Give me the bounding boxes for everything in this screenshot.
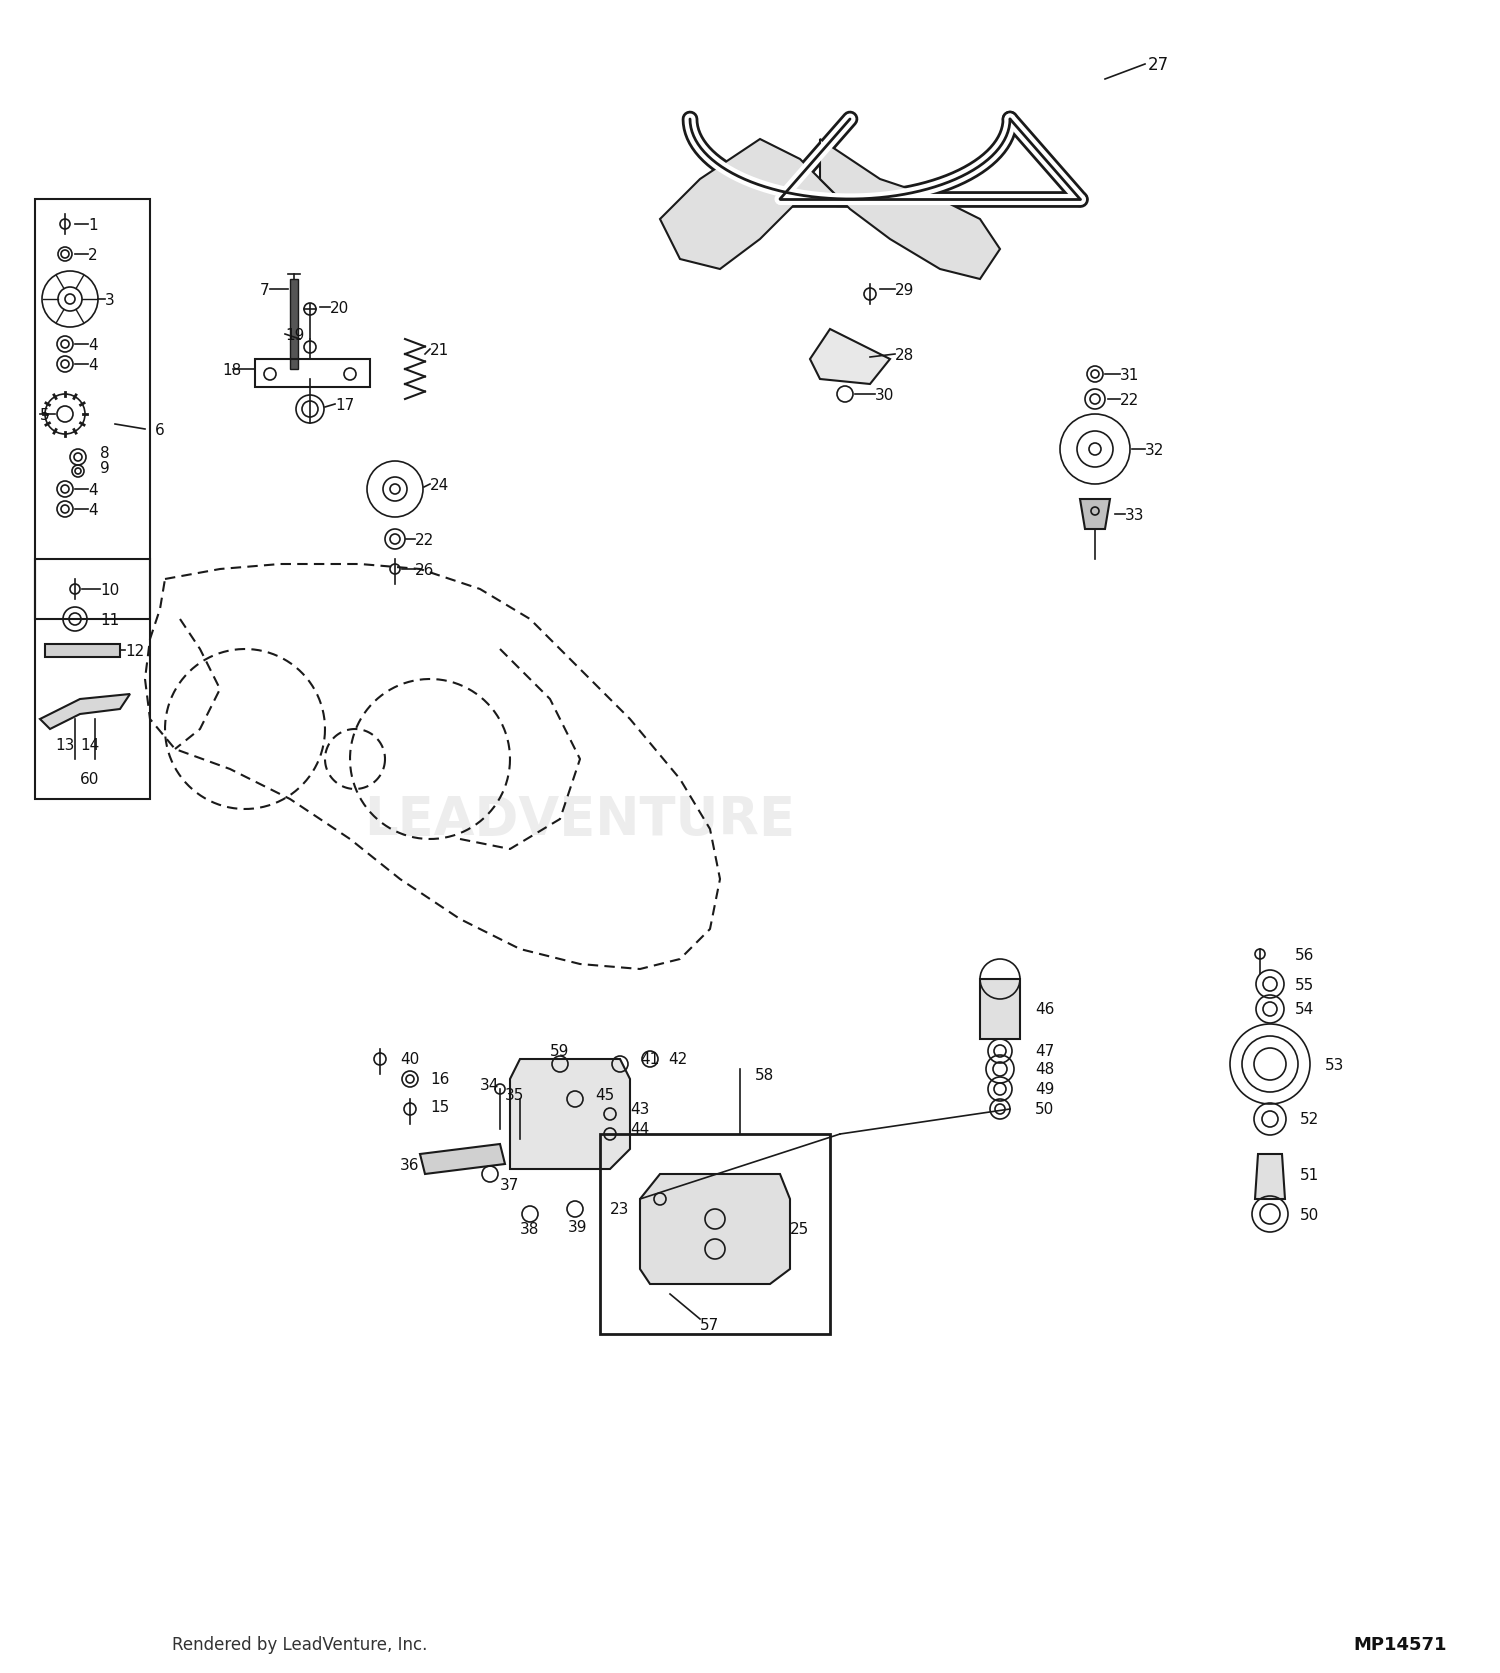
Text: 40: 40: [400, 1052, 420, 1067]
Text: 41: 41: [640, 1052, 658, 1067]
Text: 57: 57: [700, 1317, 718, 1332]
Text: 44: 44: [630, 1123, 650, 1138]
Text: 59: 59: [550, 1044, 570, 1059]
Text: 39: 39: [568, 1220, 588, 1235]
Bar: [34, 560, 150, 800]
Polygon shape: [640, 1174, 790, 1285]
Text: 22: 22: [1120, 391, 1138, 407]
Polygon shape: [510, 1059, 630, 1169]
Text: LEADVENTURE: LEADVENTURE: [364, 793, 795, 845]
Text: 17: 17: [334, 397, 354, 412]
Text: 55: 55: [1294, 977, 1314, 992]
Text: 58: 58: [754, 1067, 774, 1082]
Text: 34: 34: [480, 1077, 500, 1092]
Text: 28: 28: [896, 348, 914, 363]
Text: 4: 4: [88, 338, 98, 353]
Text: 1: 1: [88, 217, 98, 233]
Polygon shape: [980, 979, 1020, 1039]
Text: 32: 32: [1144, 442, 1164, 457]
Polygon shape: [45, 644, 120, 657]
Text: 50: 50: [1035, 1103, 1054, 1118]
Text: 47: 47: [1035, 1044, 1054, 1059]
Text: 38: 38: [520, 1221, 540, 1236]
Text: 31: 31: [1120, 368, 1140, 381]
Text: 22: 22: [416, 532, 435, 547]
Text: 25: 25: [790, 1221, 808, 1236]
Text: 9: 9: [100, 460, 109, 475]
Text: 54: 54: [1294, 1002, 1314, 1017]
Text: 33: 33: [1125, 507, 1144, 522]
Text: 42: 42: [668, 1052, 687, 1067]
Text: 23: 23: [610, 1201, 630, 1216]
Text: 26: 26: [416, 562, 435, 577]
Text: 49: 49: [1035, 1082, 1054, 1097]
Text: 35: 35: [506, 1087, 525, 1103]
Polygon shape: [1080, 500, 1110, 530]
Text: 24: 24: [430, 477, 450, 492]
Polygon shape: [420, 1144, 506, 1174]
Text: Rendered by LeadVenture, Inc.: Rendered by LeadVenture, Inc.: [172, 1635, 428, 1653]
Text: 52: 52: [1300, 1113, 1318, 1128]
Bar: [600, 1134, 830, 1333]
Text: 7: 7: [260, 283, 270, 298]
Text: 53: 53: [1324, 1057, 1344, 1072]
Text: 5: 5: [40, 407, 50, 422]
Polygon shape: [821, 141, 1001, 279]
Text: 21: 21: [430, 343, 450, 358]
Bar: [34, 199, 150, 619]
Text: 16: 16: [430, 1072, 450, 1087]
Text: MP14571: MP14571: [1353, 1635, 1446, 1653]
Text: 6: 6: [154, 422, 165, 437]
Text: 2: 2: [88, 248, 98, 263]
Text: 12: 12: [124, 642, 144, 657]
Text: 37: 37: [500, 1176, 519, 1191]
Polygon shape: [1256, 1154, 1286, 1200]
Text: 50: 50: [1300, 1206, 1318, 1221]
Text: 45: 45: [596, 1087, 613, 1103]
Text: 3: 3: [105, 293, 116, 308]
Text: 51: 51: [1300, 1166, 1318, 1181]
Text: 4: 4: [88, 502, 98, 517]
Polygon shape: [290, 279, 298, 370]
Text: 29: 29: [896, 283, 915, 298]
Text: 15: 15: [430, 1099, 450, 1114]
Polygon shape: [660, 141, 840, 269]
Text: 14: 14: [80, 738, 99, 753]
Text: 30: 30: [874, 386, 894, 402]
Text: 48: 48: [1035, 1062, 1054, 1077]
Text: 13: 13: [56, 738, 75, 753]
Polygon shape: [810, 330, 889, 385]
Text: 27: 27: [1148, 55, 1168, 74]
Text: 60: 60: [80, 771, 99, 786]
Text: 43: 43: [630, 1103, 650, 1118]
Text: 19: 19: [285, 328, 304, 343]
Text: 10: 10: [100, 582, 120, 597]
Text: 56: 56: [1294, 947, 1314, 962]
Bar: [255, 360, 370, 388]
Text: 4: 4: [88, 482, 98, 497]
Polygon shape: [40, 694, 130, 729]
Text: 20: 20: [330, 301, 350, 315]
Text: 46: 46: [1035, 1002, 1054, 1017]
Text: 11: 11: [100, 612, 120, 627]
Text: 18: 18: [222, 363, 242, 378]
Text: 8: 8: [100, 445, 109, 460]
Text: 36: 36: [400, 1156, 420, 1171]
Text: 4: 4: [88, 358, 98, 373]
